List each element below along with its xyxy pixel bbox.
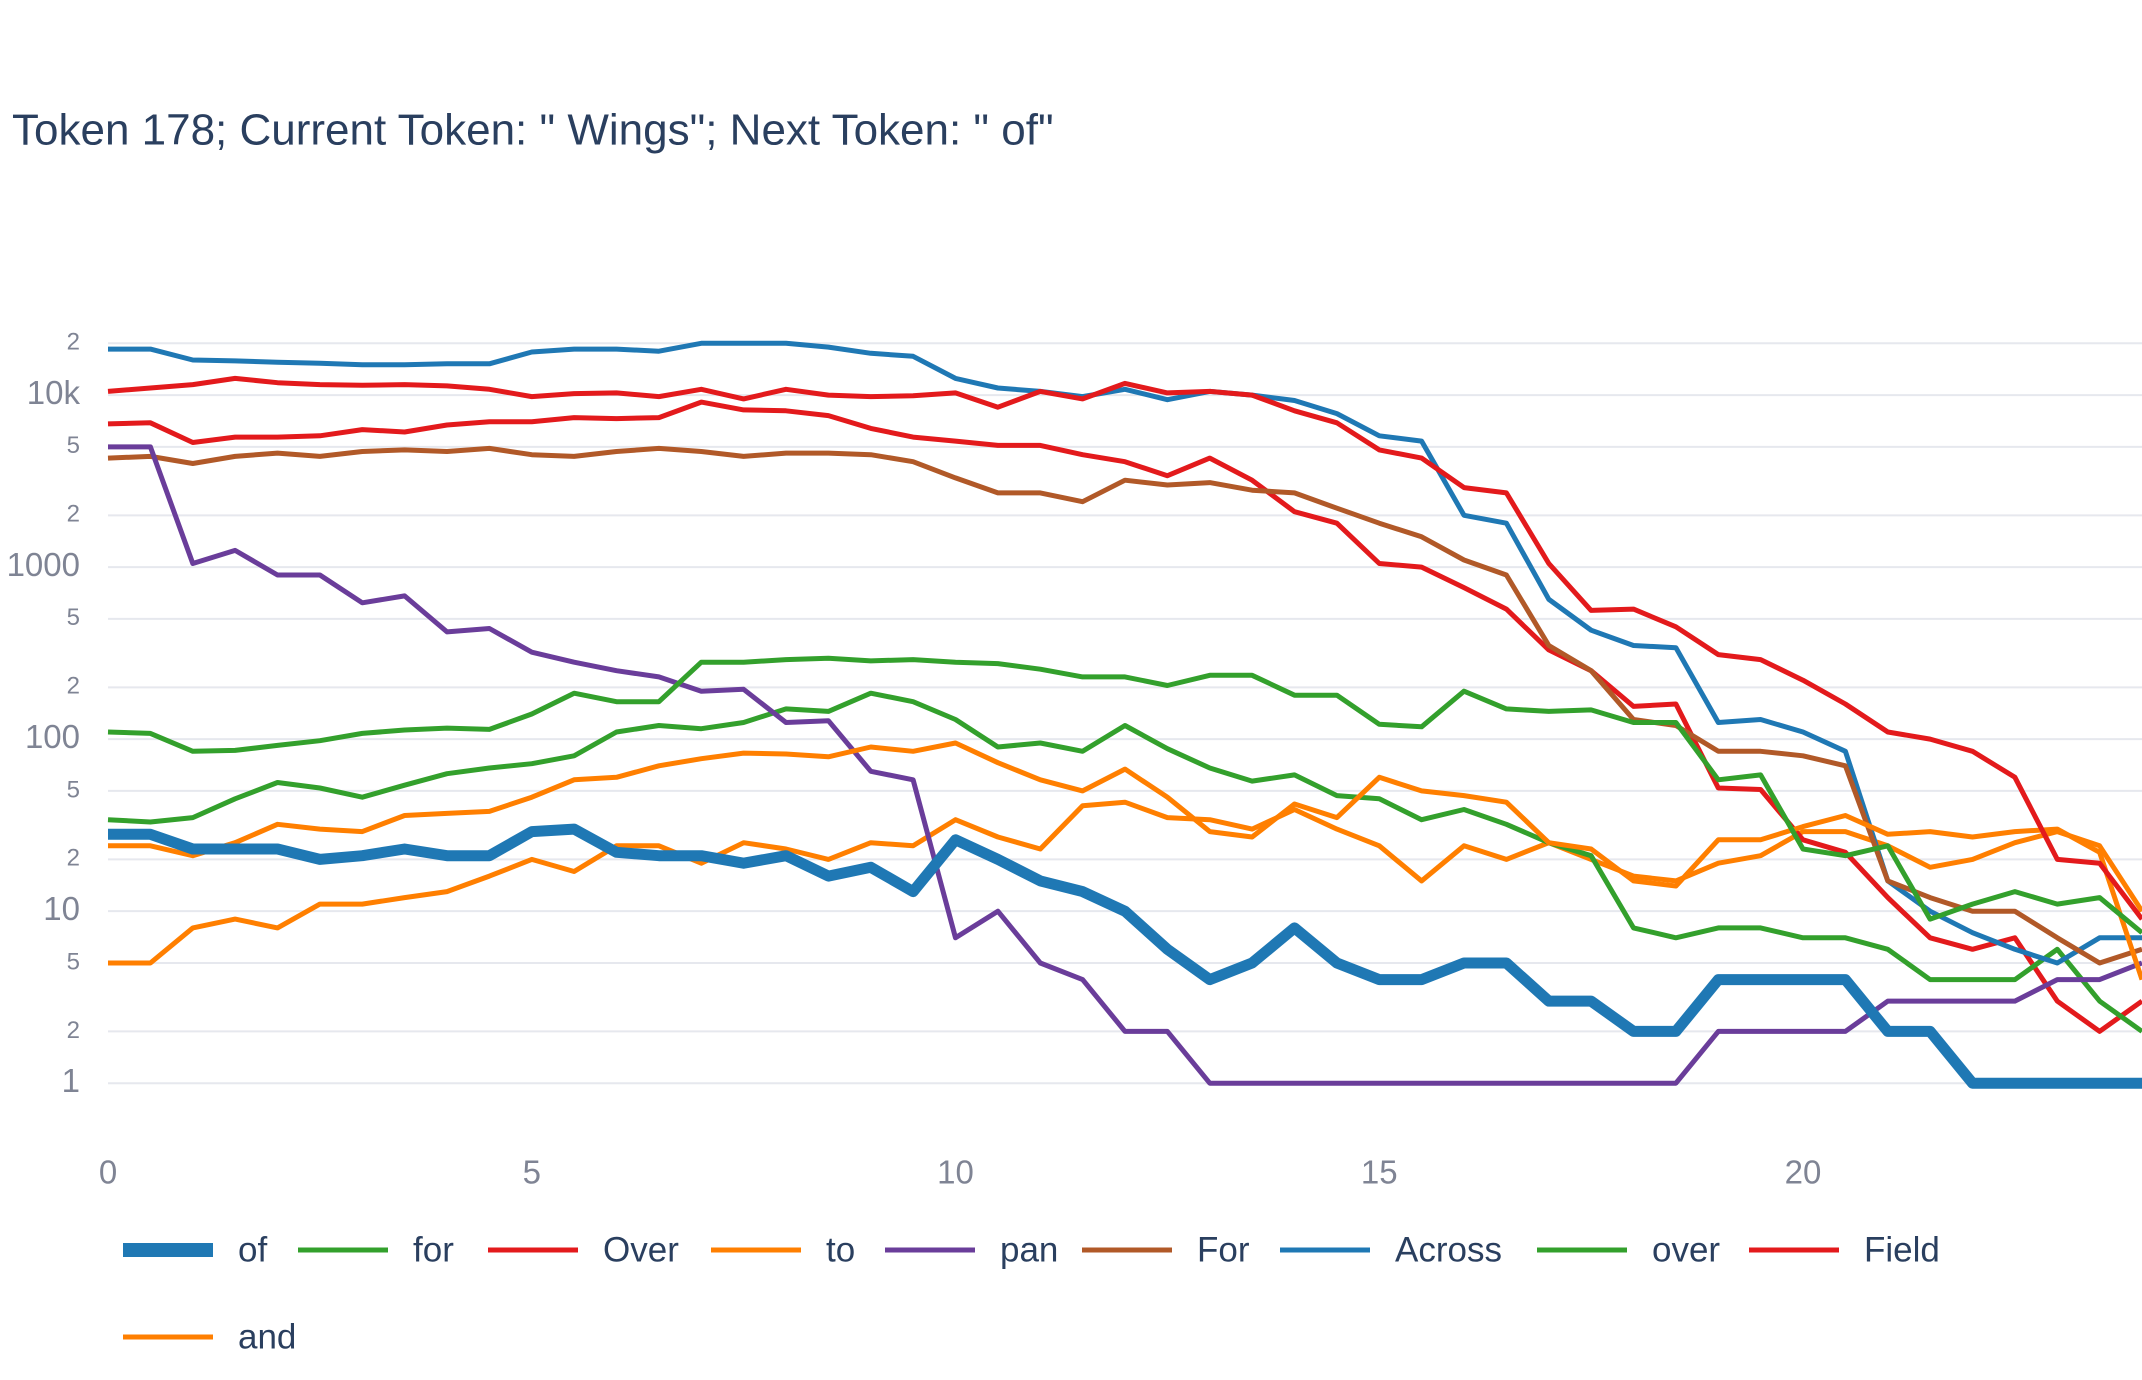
y-tick-label: 1000 (7, 546, 80, 583)
legend-label: over (1652, 1230, 1720, 1269)
series-line (107, 445, 2142, 966)
y-tick-label: 2 (67, 329, 80, 356)
y-tick-label: 2 (67, 501, 80, 528)
series-line (108, 340, 2142, 966)
legend-label: For (1197, 1230, 1250, 1269)
legend-label: Field (1864, 1230, 1940, 1269)
x-tick-label: 15 (1361, 1154, 1398, 1191)
series-line (108, 823, 2142, 1089)
y-tick-label: 5 (67, 604, 80, 631)
legend-label: of (238, 1230, 267, 1269)
legend-label: and (238, 1317, 296, 1356)
legend-label: to (826, 1230, 855, 1269)
chart-title: Token 178; Current Token: " Wings"; Next… (12, 106, 1054, 155)
legend-label: pan (1000, 1230, 1058, 1269)
series-line (107, 375, 2142, 921)
series-line (108, 444, 2142, 1086)
y-tick-label: 5 (67, 776, 80, 803)
y-tick-label: 2 (67, 673, 80, 700)
legend-label: Across (1395, 1230, 1502, 1269)
x-tick-label: 5 (523, 1154, 541, 1191)
series-line (108, 799, 2142, 966)
series-line (107, 690, 2142, 1034)
y-tick-label: 10 (43, 890, 80, 927)
series-line (107, 399, 2142, 1034)
y-tick-label: 5 (67, 948, 80, 975)
series-line (107, 655, 2142, 935)
x-tick-label: 0 (99, 1154, 117, 1191)
x-tick-label: 10 (937, 1154, 974, 1191)
y-tick-label: 10k (27, 374, 81, 411)
y-tick-label: 5 (67, 432, 80, 459)
y-tick-label: 1 (62, 1062, 80, 1099)
y-tick-label: 2 (67, 1017, 80, 1044)
y-tick-label: 2 (67, 845, 80, 872)
series-line (108, 740, 2142, 981)
x-tick-label: 20 (1785, 1154, 1822, 1191)
y-tick-label: 100 (25, 718, 80, 755)
legend-label: Over (603, 1230, 679, 1269)
legend-label: for (413, 1230, 454, 1269)
